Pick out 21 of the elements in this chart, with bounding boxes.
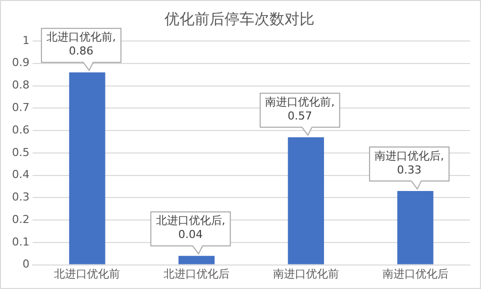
y-tick-label: 0.5 bbox=[12, 146, 30, 159]
y-tick-label: 0 bbox=[22, 258, 30, 271]
y-tick-label: 0.9 bbox=[12, 56, 30, 70]
y-tick-label: 0.2 bbox=[12, 212, 30, 226]
x-tick-label: 北进口优化后 bbox=[164, 267, 230, 280]
y-tick-label: 0.3 bbox=[12, 190, 30, 204]
y-tick-label: 0.4 bbox=[12, 168, 30, 182]
y-tick-label: 0.8 bbox=[12, 78, 30, 92]
data-label: 南进口优化后, 0.33 bbox=[374, 149, 444, 176]
x-tick-label: 南进口优化后 bbox=[382, 267, 448, 280]
bar bbox=[178, 256, 215, 264]
y-tick-label: 1 bbox=[22, 34, 30, 47]
y-tick-label: 0.6 bbox=[12, 123, 30, 136]
chart-title: 优化前后停车次数对比 bbox=[164, 10, 314, 28]
y-tick-label: 0.1 bbox=[12, 235, 30, 248]
data-label: 南进口优化前, 0.57 bbox=[265, 96, 335, 123]
y-tick-label: 0.7 bbox=[12, 101, 30, 114]
data-label: 北进口优化后, 0.04 bbox=[156, 214, 226, 242]
data-label: 北进口优化前, 0.86 bbox=[46, 30, 116, 58]
x-tick-label: 南进口优化前 bbox=[272, 267, 339, 280]
x-tick-label: 北进口优化前 bbox=[54, 267, 120, 280]
